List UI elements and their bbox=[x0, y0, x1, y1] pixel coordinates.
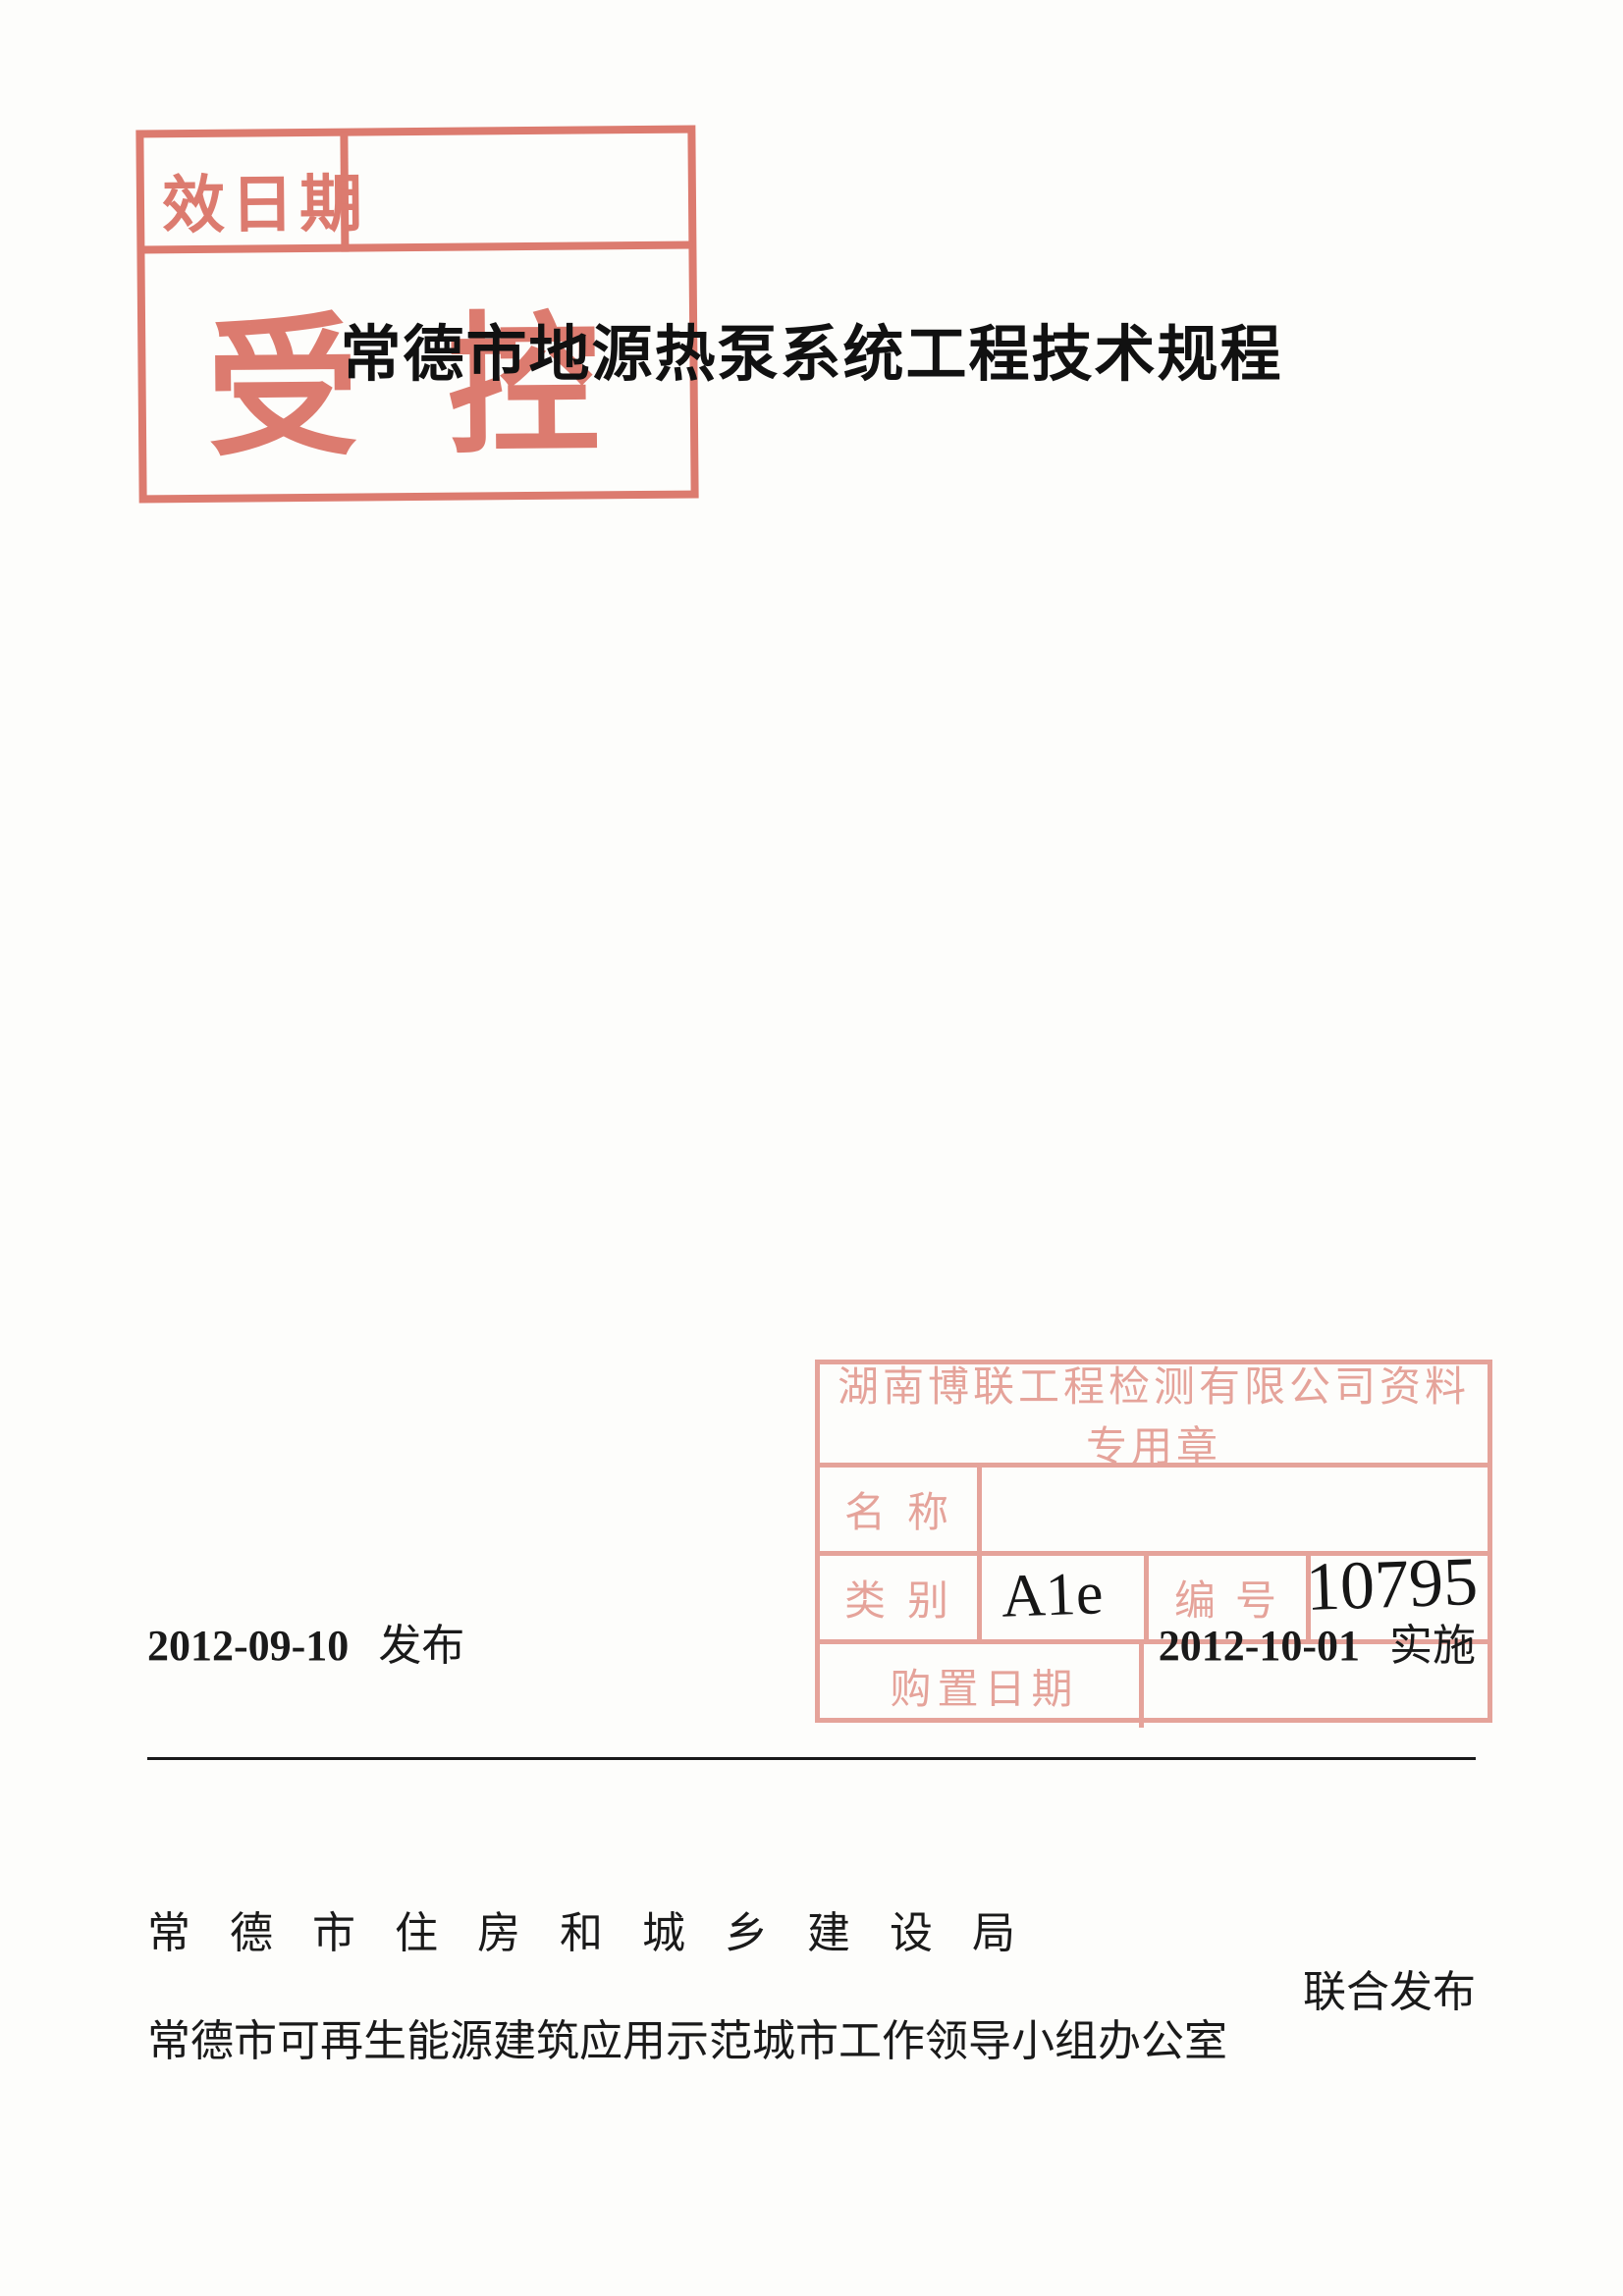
issuer-line-1: 常德市住房和城乡建设局 bbox=[147, 1880, 1260, 1988]
effective-label: 实施 bbox=[1389, 1610, 1476, 1673]
issuer-line-2: 常德市可再生能源建筑应用示范城市工作领导小组办公室 bbox=[147, 1988, 1260, 2096]
horizontal-divider bbox=[147, 1757, 1476, 1760]
joint-publish-label: 联合发布 bbox=[1260, 1956, 1476, 2019]
page-root: 效日期 受控 常德市地源热泵系统工程技术规程 湖南博联工程检测有限公司资料专用章… bbox=[0, 0, 1623, 2296]
document-title: 常德市地源热泵系统工程技术规程 bbox=[0, 304, 1623, 393]
publish-block: 2012-09-10 发布 bbox=[147, 1610, 464, 1673]
issuers-block: 常德市住房和城乡建设局 常德市可再生能源建筑应用示范城市工作领导小组办公室 联合… bbox=[147, 1880, 1476, 2096]
stamp-material-name-row: 名称 bbox=[820, 1463, 1488, 1551]
issuer-names: 常德市住房和城乡建设局 常德市可再生能源建筑应用示范城市工作领导小组办公室 bbox=[147, 1880, 1260, 2096]
dates-row: 2012-09-10 发布 2012-10-01 实施 bbox=[147, 1610, 1476, 1673]
effective-date: 2012-10-01 bbox=[1159, 1621, 1360, 1671]
stamp-top-small-label: 效日期 bbox=[162, 153, 369, 245]
stamp-name-value bbox=[982, 1468, 1488, 1551]
stamp-name-label: 名称 bbox=[820, 1468, 982, 1551]
stamp-material-header: 湖南博联工程检测有限公司资料专用章 bbox=[820, 1354, 1488, 1473]
stamp-material-header-row: 湖南博联工程检测有限公司资料专用章 bbox=[820, 1364, 1488, 1463]
effective-block: 2012-10-01 实施 bbox=[1159, 1610, 1476, 1673]
publish-date: 2012-09-10 bbox=[147, 1621, 349, 1671]
publish-label: 发布 bbox=[378, 1610, 464, 1673]
